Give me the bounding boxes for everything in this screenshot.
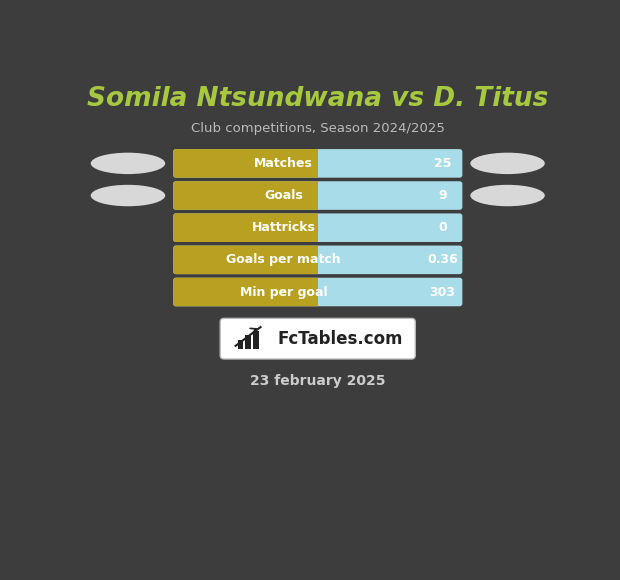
Text: Somila Ntsundwana vs D. Titus: Somila Ntsundwana vs D. Titus: [87, 86, 549, 111]
Text: 23 february 2025: 23 february 2025: [250, 374, 386, 389]
Text: 0.36: 0.36: [427, 253, 458, 266]
Bar: [237, 339, 243, 349]
FancyBboxPatch shape: [173, 181, 463, 210]
Bar: [253, 331, 259, 349]
Text: Goals per match: Goals per match: [226, 253, 341, 266]
FancyBboxPatch shape: [173, 149, 463, 177]
Text: Hattricks: Hattricks: [252, 221, 316, 234]
Text: Matches: Matches: [254, 157, 313, 170]
FancyBboxPatch shape: [173, 181, 463, 210]
Ellipse shape: [471, 185, 545, 206]
FancyBboxPatch shape: [173, 213, 463, 242]
Text: 25: 25: [434, 157, 451, 170]
FancyBboxPatch shape: [173, 245, 463, 274]
FancyBboxPatch shape: [173, 149, 463, 177]
Text: FcTables.com: FcTables.com: [278, 329, 403, 347]
Text: 0: 0: [438, 221, 447, 234]
Text: Club competitions, Season 2024/2025: Club competitions, Season 2024/2025: [191, 122, 445, 135]
Text: Goals: Goals: [264, 189, 303, 202]
Ellipse shape: [91, 185, 165, 206]
FancyBboxPatch shape: [173, 245, 463, 274]
Bar: [245, 335, 251, 349]
FancyBboxPatch shape: [173, 213, 463, 242]
FancyBboxPatch shape: [173, 278, 463, 306]
Text: Min per goal: Min per goal: [240, 285, 327, 299]
FancyBboxPatch shape: [173, 278, 463, 306]
Ellipse shape: [91, 153, 165, 174]
Text: 303: 303: [430, 285, 456, 299]
Ellipse shape: [471, 153, 545, 174]
Text: 9: 9: [438, 189, 447, 202]
FancyBboxPatch shape: [220, 318, 415, 359]
